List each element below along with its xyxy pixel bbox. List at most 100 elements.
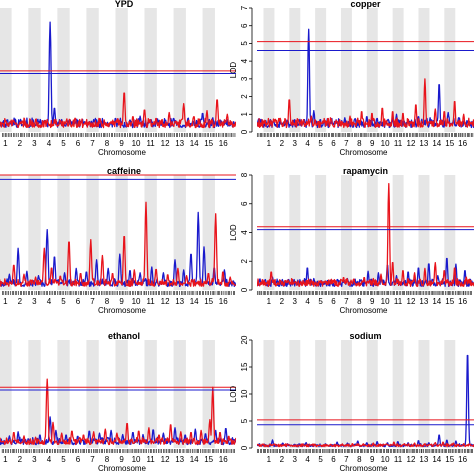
chromosome-tick-label: 1 [3, 297, 8, 306]
chromosome-band [173, 175, 186, 290]
chromosome-tick-label: 15 [445, 139, 454, 148]
chromosome-tick-label: 8 [357, 297, 362, 306]
chromosome-tick-label: 13 [175, 139, 184, 148]
chromosome-band [340, 340, 352, 448]
chromosome-tick-label: 11 [394, 455, 403, 464]
chromosome-band [202, 8, 215, 132]
chromosome-band [0, 175, 12, 290]
chromosome-tick-label: 3 [292, 297, 297, 306]
chromosome-tick-label: 4 [305, 297, 310, 306]
chromosome-tick-label: 2 [18, 455, 23, 464]
chromosome-tick-label: 16 [458, 455, 467, 464]
y-tick-label: 0 [240, 445, 249, 450]
chromosome-tick-label: 6 [331, 297, 336, 306]
chromosome-tick-label: 5 [318, 455, 323, 464]
chromosome-band [115, 340, 128, 448]
chromosome-band [173, 8, 186, 132]
chromosome-tick-label: 7 [90, 297, 95, 306]
chromosome-tick-label: 8 [105, 455, 110, 464]
chromosome-tick-label: 16 [458, 139, 467, 148]
x-axis-title: Chromosome [339, 464, 388, 473]
x-axis-title: Chromosome [339, 148, 388, 157]
chromosome-tick-label: 8 [105, 139, 110, 148]
chromosome-band [202, 175, 215, 290]
chromosome-tick-label: 16 [219, 297, 228, 306]
chromosome-tick-label: 2 [18, 297, 23, 306]
chromosome-tick-label: 13 [175, 297, 184, 306]
chromosome-tick-label: 7 [90, 455, 95, 464]
lod-curve-red [257, 182, 474, 288]
chromosome-tick-label: 16 [219, 139, 228, 148]
chromosome-tick-label: 11 [146, 455, 155, 464]
lod-curve-red [257, 78, 474, 129]
chromosome-band [57, 8, 70, 132]
chromosome-tick-label: 1 [267, 455, 272, 464]
chromosome-band [392, 8, 404, 132]
chromosome-tick-label: 6 [331, 455, 336, 464]
chromosome-tick-label: 15 [445, 297, 454, 306]
chromosome-tick-label: 1 [3, 455, 8, 464]
chromosome-tick-label: 7 [344, 455, 349, 464]
panel-title: copper [350, 0, 381, 9]
chromosome-band [28, 8, 41, 132]
y-tick-label: 0 [240, 129, 249, 134]
panel-title: sodium [349, 331, 381, 341]
chromosome-band [144, 8, 157, 132]
lod-curve-red [0, 201, 236, 288]
y-axis-title: LOD [229, 386, 238, 403]
panel-caffeine: 1 2 3 4 5 6 7 8 9 10 11 12 13 14 15 16Chromosomecaffein… [0, 166, 236, 315]
y-tick-label: 6 [240, 201, 249, 206]
chromosome-tick-label: 10 [132, 455, 141, 464]
chromosome-tick-label: 10 [381, 455, 390, 464]
chromosome-band [444, 175, 456, 290]
chromosome-tick-label: 2 [18, 139, 23, 148]
panel-copper: 1 2 3 4 5 6 7 8 9 10 11 12 13 14 15 16Chromosomecopper0… [229, 0, 474, 157]
chromosome-band [418, 8, 430, 132]
chromosome-tick-label: 13 [419, 297, 428, 306]
chromosome-tick-label: 11 [394, 139, 403, 148]
lod-curve-red [0, 378, 236, 446]
chromosome-tick-label: 4 [305, 455, 310, 464]
chromosome-tick-label: 3 [292, 455, 297, 464]
chromosome-tick-label: 15 [204, 297, 213, 306]
chromosome-band [0, 340, 12, 448]
chromosome-tick-label: 12 [161, 455, 170, 464]
y-tick-label: 2 [240, 94, 249, 99]
x-axis-title: Chromosome [339, 306, 388, 315]
chromosome-band [86, 340, 99, 448]
chromosome-tick-label: 9 [119, 139, 124, 148]
y-tick-label: 10 [240, 389, 249, 398]
chromosome-band [173, 340, 186, 448]
chromosome-tick-label: 10 [132, 297, 141, 306]
chromosome-tick-label: 14 [432, 139, 441, 148]
chromosome-tick-label: 12 [407, 139, 416, 148]
chromosome-tick-label: 3 [32, 297, 37, 306]
chromosome-band [340, 8, 352, 132]
chromosome-band [57, 340, 70, 448]
chromosome-band [28, 340, 41, 448]
x-axis-title: Chromosome [98, 148, 147, 157]
chromosome-tick-label: 4 [305, 139, 310, 148]
chromosome-tick-label: 15 [445, 455, 454, 464]
chromosome-tick-label: 14 [432, 297, 441, 306]
chromosome-tick-label: 7 [344, 139, 349, 148]
chromosome-band [289, 8, 301, 132]
y-tick-label: 6 [240, 23, 249, 28]
chromosome-tick-label: 13 [175, 455, 184, 464]
chromosome-tick-label: 11 [146, 297, 155, 306]
panel-rapamycin: 1 2 3 4 5 6 7 8 9 10 11 12 13 14 15 16Chromosomerapamyc… [229, 166, 474, 315]
chromosome-tick-label: 13 [419, 455, 428, 464]
chromosome-band [340, 175, 352, 290]
chromosome-band [28, 175, 41, 290]
chromosome-tick-label: 5 [318, 297, 323, 306]
chromosome-tick-label: 14 [432, 455, 441, 464]
chromosome-tick-label: 10 [132, 139, 141, 148]
chromosome-tick-label: 6 [76, 455, 81, 464]
chromosome-tick-label: 12 [407, 455, 416, 464]
chromosome-tick-label: 1 [3, 139, 8, 148]
chromosome-tick-label: 14 [190, 297, 199, 306]
chromosome-band [263, 175, 275, 290]
panel-title: caffeine [107, 166, 141, 176]
chromosome-band [366, 340, 378, 448]
